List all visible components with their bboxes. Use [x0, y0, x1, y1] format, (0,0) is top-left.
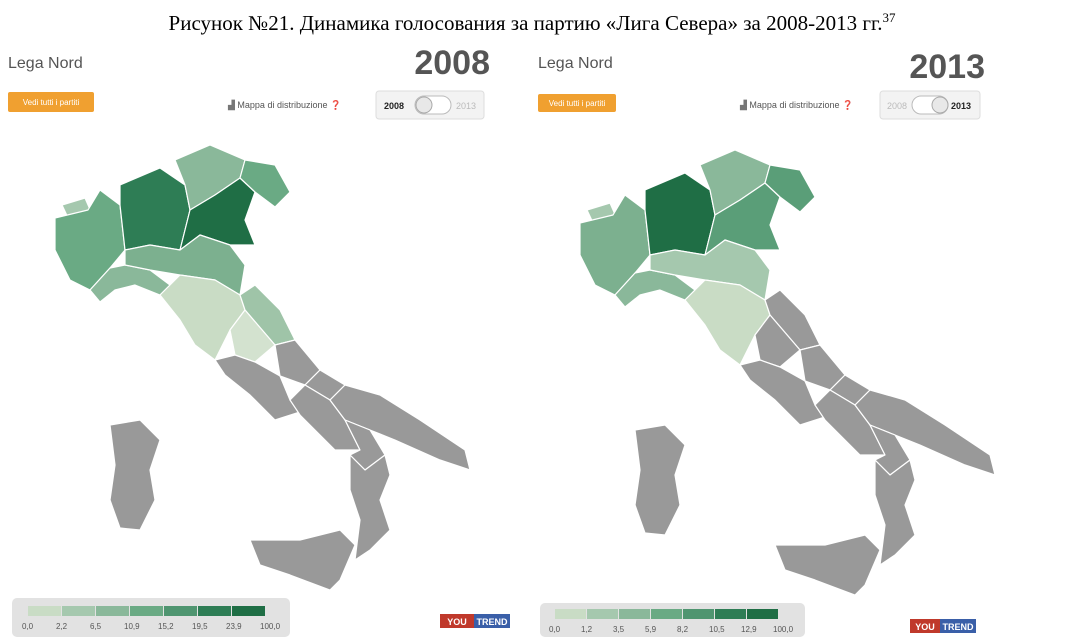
legend-swatch — [715, 609, 746, 619]
legend-label: 15,2 — [158, 622, 174, 631]
all-parties-button[interactable] — [8, 92, 94, 112]
footnote: 37 — [882, 10, 896, 25]
legend-label: 1,2 — [581, 625, 593, 634]
legend-label: 5,9 — [645, 625, 657, 634]
party-name: Lega Nord — [8, 55, 83, 72]
distribution-text: Mappa di distribuzione — [749, 100, 839, 110]
legend-swatch — [198, 606, 231, 616]
button-label: Vedi tutti i partiti — [549, 99, 606, 108]
legend-swatch — [651, 609, 682, 619]
legend-swatch — [130, 606, 163, 616]
toggle-year: 2013 — [456, 101, 476, 111]
legend-box — [12, 598, 290, 637]
legend: 0,0 2,2 6,5 10,9 15,2 19,5 23,9 100,0 — [22, 606, 281, 631]
logo-text: TREND — [943, 622, 974, 632]
legend-swatch — [747, 609, 778, 619]
toggle-year: 2008 — [384, 101, 404, 111]
logo-you — [910, 619, 940, 633]
legend-swatch — [62, 606, 95, 616]
legend-swatch — [28, 606, 61, 616]
year: 2013 — [909, 48, 985, 86]
panel-2008: Lega Nord 2008 Vedi tutti i partiti ▟ Ma… — [8, 44, 510, 637]
legend: 0,0 1,2 3,5 5,9 8,2 10,5 12,9 100,0 — [549, 609, 794, 634]
panel-2013: Lega Nord 2013 Vedi tutti i partiti ▟ Ma… — [538, 48, 996, 637]
legend-box — [540, 603, 805, 637]
party-name: Lega Nord — [538, 55, 613, 72]
legend-swatch — [587, 609, 618, 619]
toggle-knob — [931, 96, 949, 114]
legend-label: 3,5 — [613, 625, 625, 634]
map — [579, 149, 996, 596]
year: 2008 — [414, 44, 490, 82]
legend-swatch — [683, 609, 714, 619]
logo-you — [440, 614, 474, 628]
logo-trend — [474, 614, 510, 628]
legend-swatch — [619, 609, 650, 619]
legend-swatch — [96, 606, 129, 616]
legend-label: 10,5 — [709, 625, 725, 634]
legend-label: 12,9 — [741, 625, 757, 634]
all-parties-button[interactable] — [538, 94, 616, 112]
map — [54, 144, 471, 591]
legend-label: 10,9 — [124, 622, 140, 631]
legend-label: 0,0 — [549, 625, 561, 634]
button-label: Vedi tutti i partiti — [23, 98, 80, 107]
legend-label: 19,5 — [192, 622, 208, 631]
legend-label: 8,2 — [677, 625, 689, 634]
distribution-label: ▟ Mappa di distribuzione ❓ — [227, 99, 341, 111]
caption-text: Рисунок №21. Динамика голосования за пар… — [169, 11, 883, 35]
legend-label: 23,9 — [226, 622, 242, 631]
distribution-text: Mappa di distribuzione — [237, 100, 327, 110]
legend-label: 2,2 — [56, 622, 68, 631]
legend-label: 0,0 — [22, 622, 34, 631]
caption: Рисунок №21. Динамика голосования за пар… — [169, 10, 896, 35]
legend-swatch — [232, 606, 265, 616]
legend-label: 100,0 — [773, 625, 794, 634]
distribution-label: ▟ Mappa di distribuzione ❓ — [739, 99, 853, 111]
legend-swatch — [555, 609, 586, 619]
toggle-knob — [415, 96, 433, 114]
toggle-year: 2008 — [887, 101, 907, 111]
logo-text: YOU — [915, 622, 935, 632]
logo-trend — [940, 619, 976, 633]
toggle-year: 2013 — [951, 101, 971, 111]
legend-swatch — [164, 606, 197, 616]
logo-text: YOU — [447, 617, 467, 627]
logo-text: TREND — [477, 617, 508, 627]
legend-label: 6,5 — [90, 622, 102, 631]
legend-label: 100,0 — [260, 622, 281, 631]
